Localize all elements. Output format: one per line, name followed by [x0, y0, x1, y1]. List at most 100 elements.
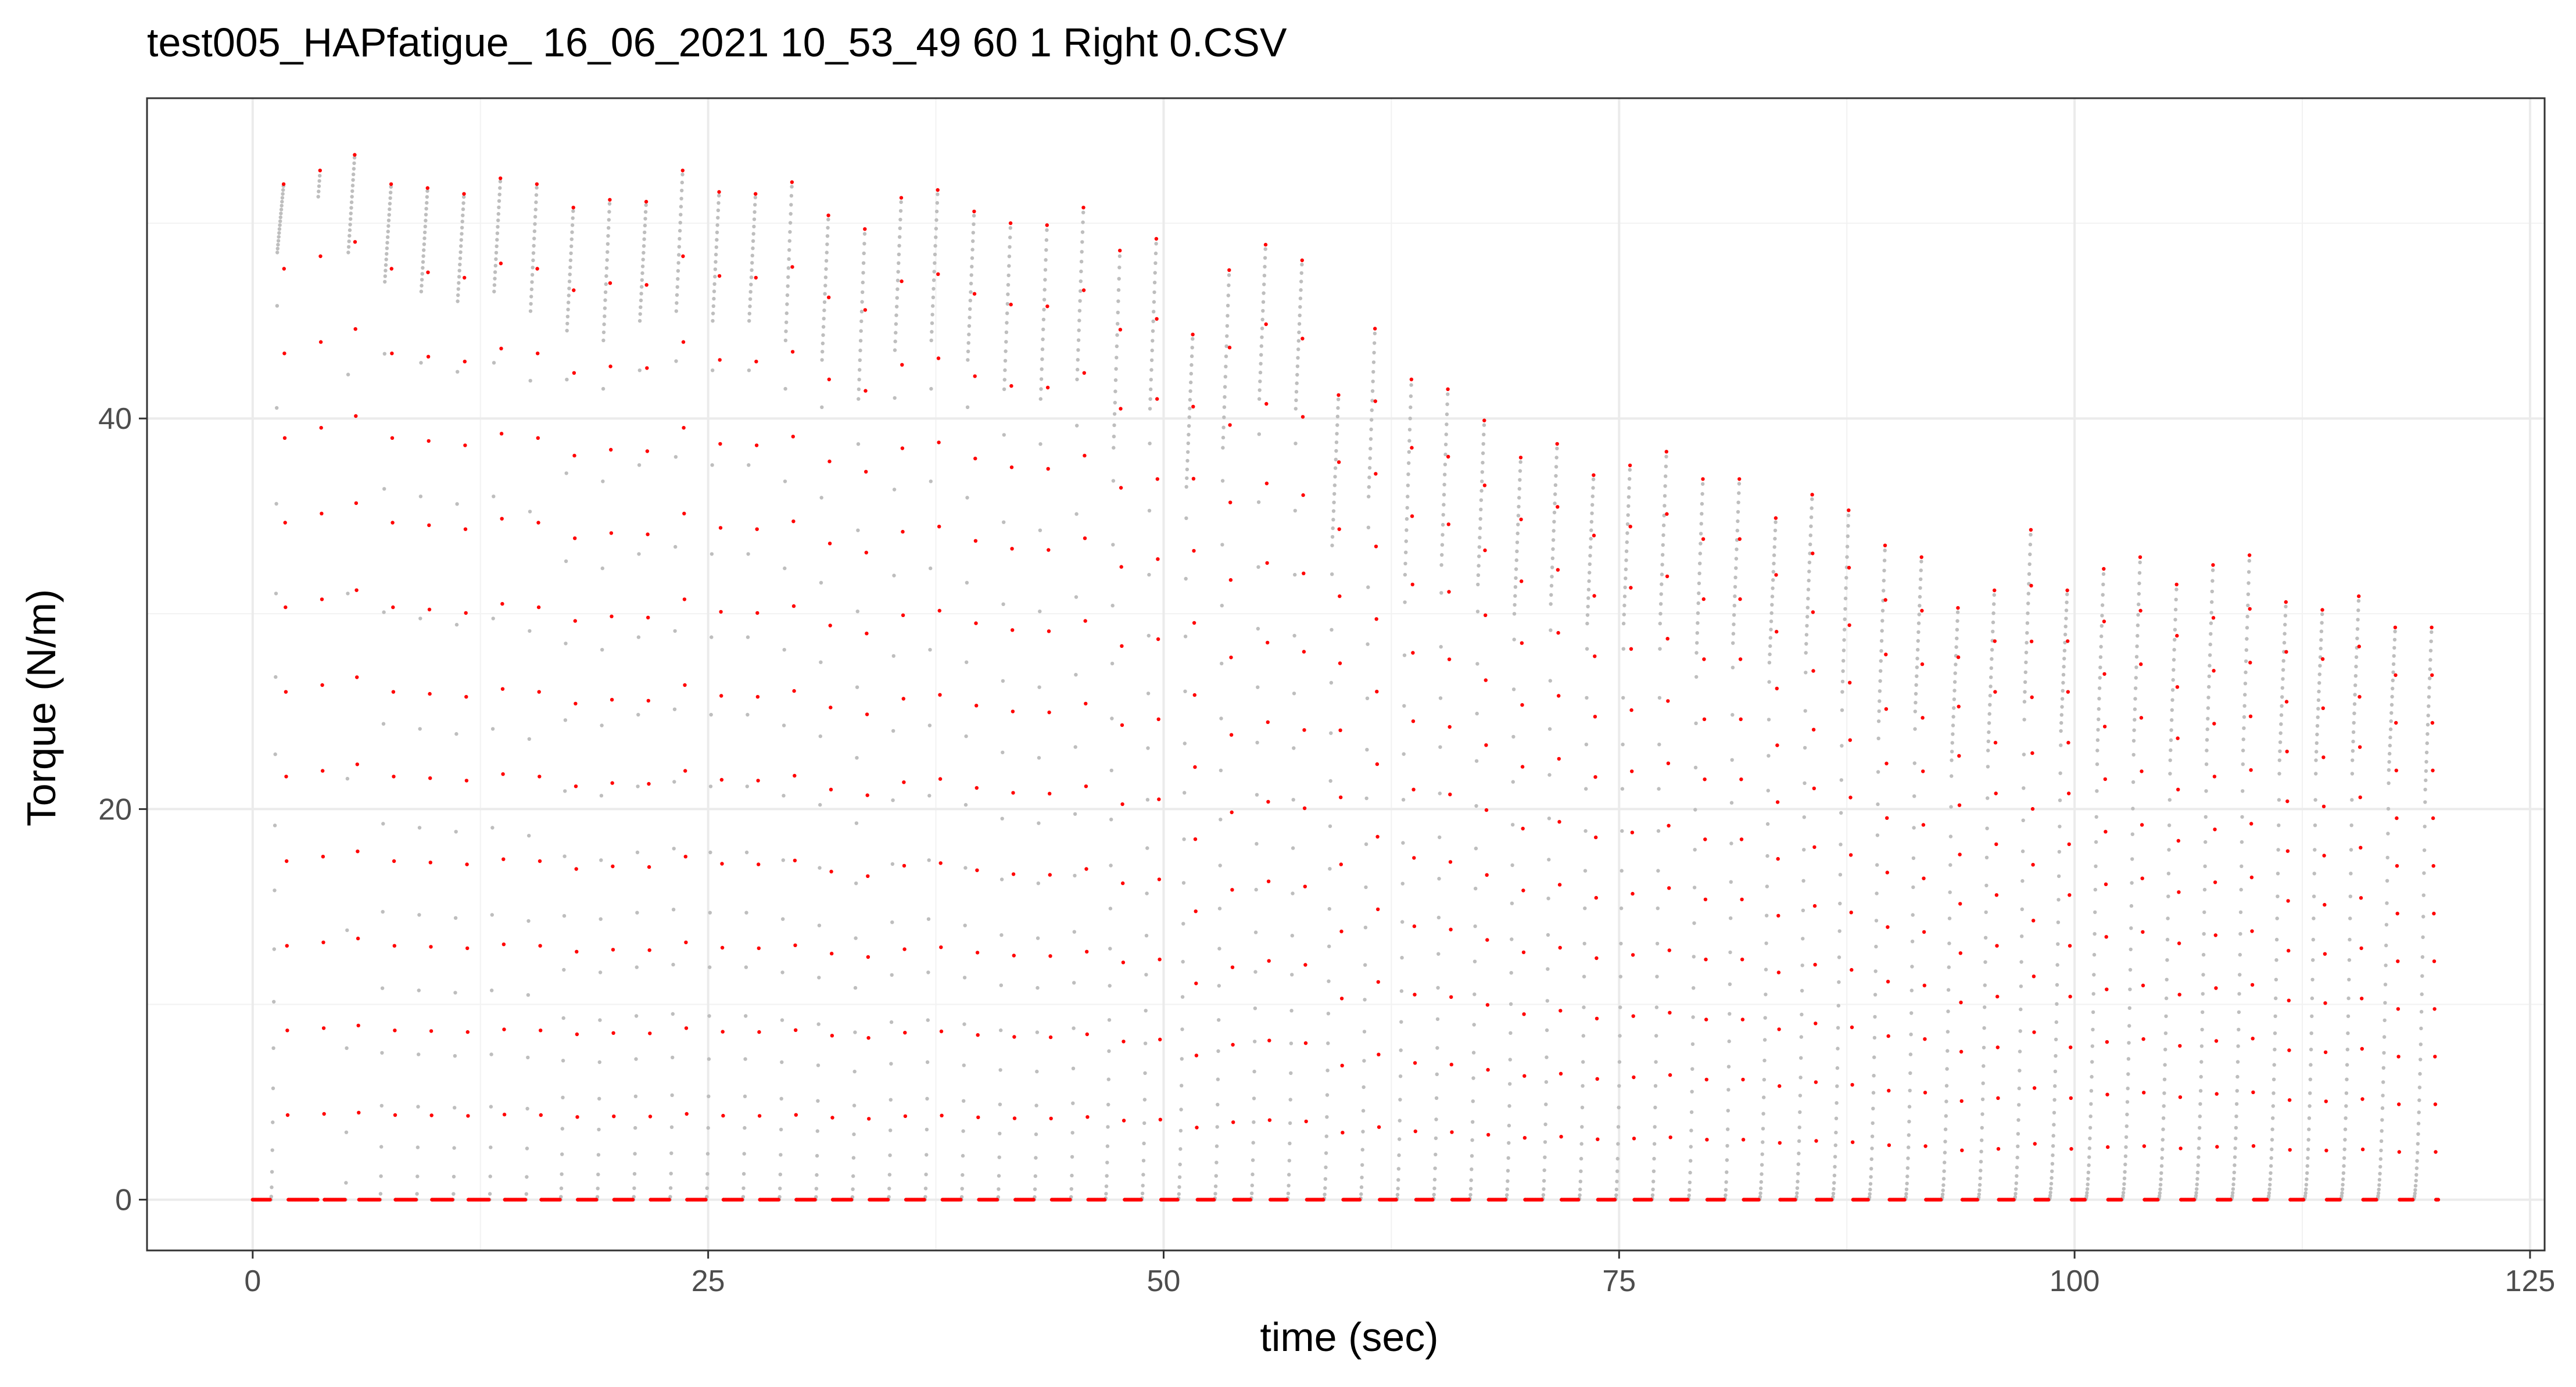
highlight-point	[2215, 1145, 2219, 1149]
signal-point	[1727, 1039, 1731, 1044]
signal-point	[1364, 885, 1368, 890]
signal-point	[710, 552, 714, 556]
signal-point	[2198, 1089, 2203, 1093]
signal-point	[2127, 1041, 2131, 1045]
signal-point	[677, 245, 682, 249]
signal-point	[2053, 1084, 2057, 1088]
signal-point	[596, 1153, 601, 1157]
highlight-point	[1757, 1198, 1761, 1202]
signal-point	[386, 230, 390, 234]
signal-point	[1004, 330, 1009, 334]
signal-point	[1040, 357, 1044, 361]
highlight-point	[320, 511, 324, 515]
signal-point	[1918, 594, 1922, 599]
signal-point	[1841, 648, 1846, 653]
signal-point	[826, 225, 830, 230]
highlight-point	[285, 1113, 290, 1117]
signal-point	[787, 239, 792, 243]
signal-point	[2163, 1048, 2167, 1052]
signal-point	[595, 1195, 600, 1199]
signal-point	[2244, 659, 2248, 664]
signal-point	[2050, 1169, 2054, 1173]
signal-point	[708, 965, 712, 969]
signal-point	[1625, 540, 1629, 544]
signal-point	[930, 329, 934, 334]
highlight-point	[1484, 613, 1488, 618]
signal-point	[2063, 625, 2068, 629]
highlight-point	[1741, 1077, 1745, 1082]
signal-point	[1252, 1069, 1256, 1074]
signal-point	[2419, 1010, 2424, 1014]
signal-point	[2316, 715, 2320, 719]
signal-point	[496, 225, 500, 229]
signal-point	[2355, 627, 2360, 631]
signal-point	[2234, 1114, 2238, 1119]
highlight-point	[1921, 716, 1925, 720]
signal-point	[2304, 1187, 2308, 1191]
signal-point	[1801, 908, 1805, 913]
signal-point	[1327, 907, 1331, 911]
signal-point	[2353, 693, 2357, 697]
signal-point	[2048, 1194, 2052, 1198]
signal-point	[1291, 798, 1295, 802]
highlight-point	[2287, 948, 2291, 953]
signal-point	[2173, 637, 2177, 642]
signal-point	[565, 328, 569, 333]
highlight-point	[523, 1198, 528, 1202]
y-tick-label: 0	[115, 1184, 132, 1217]
signal-point	[531, 251, 536, 255]
highlight-point	[321, 1026, 326, 1030]
signal-point	[1362, 1085, 1366, 1089]
signal-point	[2062, 665, 2066, 669]
highlight-point	[1774, 573, 1778, 577]
highlight-point	[1848, 738, 1852, 742]
signal-point	[2350, 798, 2354, 802]
signal-point	[562, 967, 566, 972]
highlight-point	[794, 1028, 798, 1033]
signal-point	[1725, 1170, 1729, 1174]
signal-point	[1111, 543, 1115, 547]
highlight-point	[2359, 845, 2363, 850]
highlight-point	[1304, 1119, 1308, 1124]
highlight-point	[1778, 1141, 1782, 1145]
highlight-point	[1376, 907, 1380, 912]
signal-point	[1882, 558, 1887, 562]
highlight-point	[1411, 719, 1416, 723]
signal-point	[1077, 328, 1081, 332]
signal-point	[2303, 1194, 2308, 1198]
signal-point	[1549, 602, 1553, 606]
highlight-point	[1193, 837, 1198, 841]
signal-point	[1255, 740, 1259, 745]
highlight-point	[574, 784, 578, 789]
signal-point	[2052, 1110, 2056, 1115]
signal-point	[1770, 594, 1775, 598]
signal-point	[1117, 254, 1122, 259]
highlight-point	[1448, 860, 1453, 864]
signal-point	[1219, 818, 1223, 822]
signal-point	[497, 205, 501, 210]
signal-point	[1541, 1193, 1546, 1197]
signal-point	[1948, 863, 1952, 867]
y-tick-label: 20	[98, 793, 132, 826]
signal-point	[1110, 604, 1115, 608]
signal-point	[1946, 1009, 1950, 1013]
highlight-point	[1409, 377, 1414, 382]
signal-point	[858, 348, 862, 353]
signal-point	[1402, 752, 1406, 756]
signal-point	[1106, 1102, 1110, 1107]
highlight-point	[536, 605, 541, 610]
signal-point	[278, 215, 282, 220]
signal-point	[1761, 1127, 1765, 1131]
signal-point	[1080, 240, 1084, 244]
signal-point	[423, 224, 427, 228]
signal-point	[1882, 579, 1886, 583]
signal-point	[425, 195, 429, 199]
highlight-point	[1484, 678, 1488, 682]
signal-point	[2315, 732, 2319, 737]
signal-point	[564, 471, 568, 475]
signal-point	[1658, 621, 1662, 626]
signal-point	[641, 257, 645, 261]
highlight-point	[1722, 1198, 1726, 1202]
highlight-point	[2324, 1148, 2328, 1153]
signal-point	[2235, 1060, 2240, 1064]
